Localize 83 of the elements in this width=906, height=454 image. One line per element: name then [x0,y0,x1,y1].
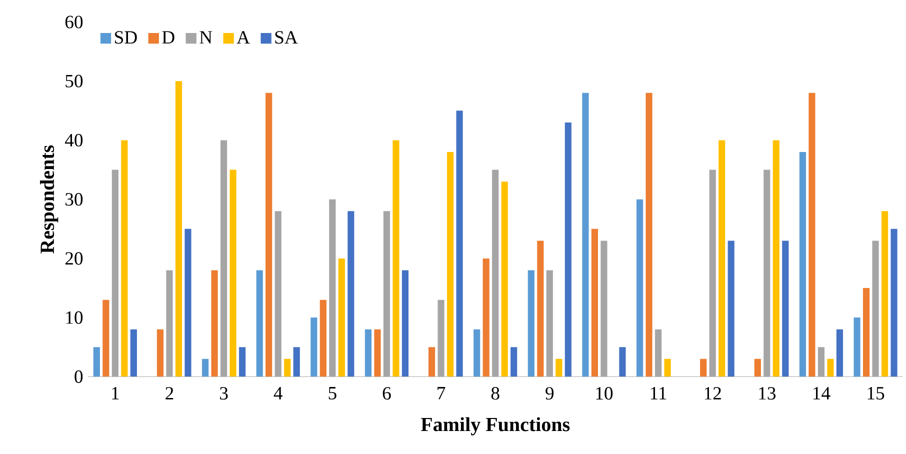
x-axis-title: Family Functions [420,417,570,436]
bar [320,300,326,377]
bar [564,122,572,377]
legend-label: N [200,31,212,44]
x-tick-label: 1 [112,387,119,400]
y-tick-label: 20 [65,252,83,265]
y-tick-label: 60 [65,16,83,28]
bar [772,140,780,377]
bar [537,240,544,377]
bar [782,240,789,377]
x-tick-label: 7 [438,387,446,400]
bar [284,358,291,377]
bar [854,318,860,377]
x-tick-label: 4 [274,387,282,400]
bar [890,228,898,377]
bar [556,358,562,377]
bar [293,347,300,377]
bar [230,170,236,377]
bar [700,358,707,377]
bar [428,347,436,377]
bar [202,358,209,377]
legend-label: A [236,31,250,44]
x-tick-label: 12 [704,387,721,400]
bar [348,211,354,377]
bar [664,358,671,377]
bar [646,92,652,377]
bar [808,92,816,377]
bar [310,318,318,377]
bar [728,240,734,377]
x-tick-label: 15 [868,387,884,400]
bar [446,152,454,377]
bar [238,347,246,377]
legend-label: D [162,31,174,44]
bar [156,329,164,377]
x-tick-label: 2 [166,387,174,400]
x-tick-label: 10 [596,387,613,400]
x-tick-label: 13 [759,387,776,400]
bar [862,288,870,377]
bar [175,81,182,377]
bar [582,92,589,377]
bar [827,358,834,377]
bar [510,347,518,377]
bar [474,329,480,377]
bar [392,140,400,377]
bar [799,152,806,377]
bar [211,270,218,377]
y-tick-label: 10 [66,311,83,324]
x-tick-label: 3 [220,387,228,400]
bar [591,228,598,377]
x-tick-label: 14 [814,387,830,400]
bar [256,270,263,377]
legend-label: SD [115,31,137,44]
y-tick-label: 30 [66,193,83,206]
bar [130,329,137,377]
bar [636,199,644,377]
bar [93,347,100,377]
bar [482,258,490,377]
bar [402,270,409,377]
bar [836,329,843,377]
bar [338,258,345,377]
bar [528,270,534,377]
bar [266,92,272,377]
x-tick-label: 11 [650,387,666,400]
y-axis-title: Respondents [40,145,58,254]
bar [501,182,508,377]
bar [364,329,372,377]
bar [456,110,463,377]
bar [718,140,726,377]
y-tick-label: 40 [64,134,83,147]
y-tick-label: 0 [74,370,83,383]
bar [881,211,888,377]
legend-label: SA [275,31,298,44]
bar [374,329,381,377]
bar [102,300,110,377]
x-tick-label: 5 [328,387,336,400]
x-tick-label: 9 [546,387,554,400]
bar [754,358,761,377]
bar [184,228,192,377]
bar [619,347,626,377]
x-tick-label: 6 [382,387,391,400]
x-tick-label: 8 [491,387,500,400]
bar [121,140,128,377]
y-tick-label: 50 [66,74,83,88]
